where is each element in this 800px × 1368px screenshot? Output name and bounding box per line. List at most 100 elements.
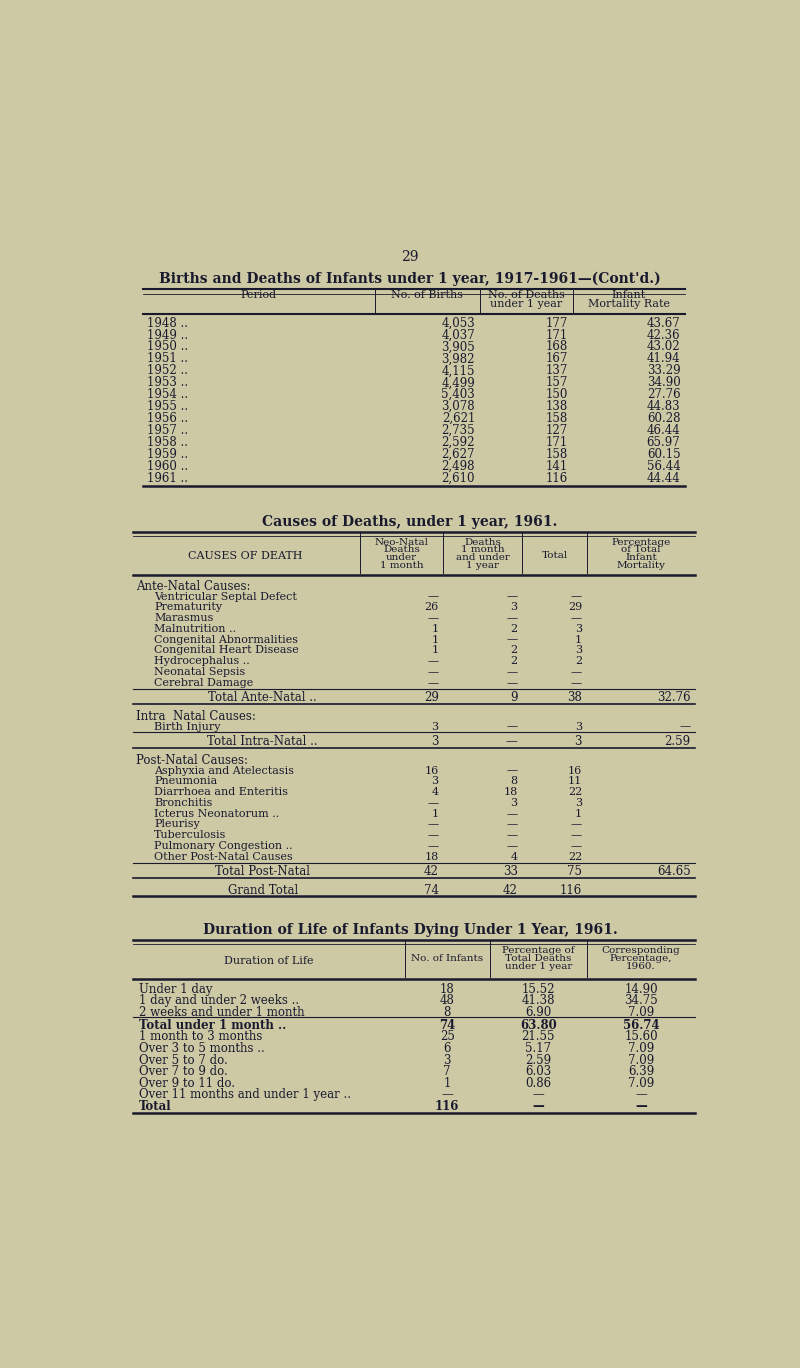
Text: Total Deaths: Total Deaths: [505, 955, 571, 963]
Text: Births and Deaths of Infants under 1 year, 1917-1961—(Cont'd.): Births and Deaths of Infants under 1 yea…: [159, 272, 661, 286]
Text: 63.80: 63.80: [520, 1019, 557, 1031]
Text: Duration of Life of Infants Dying Under 1 Year, 1961.: Duration of Life of Infants Dying Under …: [202, 923, 618, 937]
Text: 21.55: 21.55: [522, 1030, 555, 1044]
Text: Deaths: Deaths: [383, 546, 420, 554]
Text: 46.44: 46.44: [646, 424, 681, 436]
Text: 5.17: 5.17: [526, 1042, 551, 1055]
Text: 157: 157: [546, 376, 568, 390]
Text: 42.36: 42.36: [647, 328, 681, 342]
Text: 3: 3: [431, 722, 438, 732]
Text: 2,621: 2,621: [442, 412, 475, 425]
Text: Mortality: Mortality: [617, 561, 666, 569]
Text: —: —: [506, 668, 518, 677]
Text: 1952 ..: 1952 ..: [147, 364, 188, 378]
Text: Congenital Heart Disease: Congenital Heart Disease: [154, 646, 299, 655]
Text: 168: 168: [546, 341, 568, 353]
Text: 4,499: 4,499: [442, 376, 475, 390]
Text: 74: 74: [424, 884, 438, 897]
Text: —: —: [571, 677, 582, 688]
Text: Percentage: Percentage: [611, 538, 670, 547]
Text: 29: 29: [402, 250, 418, 264]
Text: —: —: [506, 766, 518, 776]
Text: 127: 127: [546, 424, 568, 436]
Text: 16: 16: [425, 766, 438, 776]
Text: 75: 75: [567, 865, 582, 878]
Text: 3: 3: [431, 776, 438, 787]
Text: —: —: [679, 722, 690, 732]
Text: Neo-Natal: Neo-Natal: [374, 538, 429, 547]
Text: 138: 138: [546, 401, 568, 413]
Text: Pulmonary Congestion ..: Pulmonary Congestion ..: [154, 841, 293, 851]
Text: —: —: [571, 841, 582, 851]
Text: 18: 18: [503, 787, 518, 798]
Text: 1960.: 1960.: [626, 962, 656, 971]
Text: Period: Period: [241, 290, 277, 301]
Text: —: —: [532, 1088, 544, 1101]
Text: Over 9 to 11 do.: Over 9 to 11 do.: [138, 1077, 234, 1089]
Text: 2,592: 2,592: [442, 436, 475, 449]
Text: Under 1 day: Under 1 day: [138, 982, 212, 996]
Text: 1959 ..: 1959 ..: [147, 447, 189, 461]
Text: 177: 177: [546, 316, 568, 330]
Text: 1 month: 1 month: [380, 561, 423, 569]
Text: —: —: [427, 668, 438, 677]
Text: 64.65: 64.65: [657, 865, 690, 878]
Text: 2: 2: [575, 657, 582, 666]
Text: 26: 26: [425, 602, 438, 613]
Text: —: —: [635, 1088, 647, 1101]
Text: 1957 ..: 1957 ..: [147, 424, 189, 436]
Text: 1: 1: [575, 635, 582, 644]
Text: 7.09: 7.09: [628, 1077, 654, 1089]
Text: 3: 3: [443, 1053, 451, 1067]
Text: 48: 48: [440, 995, 454, 1007]
Text: —: —: [571, 613, 582, 622]
Text: 4,037: 4,037: [442, 328, 475, 342]
Text: 33.29: 33.29: [647, 364, 681, 378]
Text: —: —: [506, 841, 518, 851]
Text: —: —: [427, 613, 438, 622]
Text: 16: 16: [568, 766, 582, 776]
Text: 1958 ..: 1958 ..: [147, 436, 188, 449]
Text: —: —: [506, 591, 518, 602]
Text: of Total: of Total: [622, 546, 661, 554]
Text: 171: 171: [546, 328, 568, 342]
Text: 7.09: 7.09: [628, 1053, 654, 1067]
Text: 6.03: 6.03: [525, 1066, 551, 1078]
Text: 1: 1: [431, 808, 438, 818]
Text: 2: 2: [510, 646, 518, 655]
Text: Infant: Infant: [612, 290, 646, 301]
Text: 116: 116: [560, 884, 582, 897]
Text: —: —: [442, 1088, 453, 1101]
Text: Over 7 to 9 do.: Over 7 to 9 do.: [138, 1066, 227, 1078]
Text: 29: 29: [424, 691, 438, 705]
Text: 158: 158: [546, 412, 568, 425]
Text: —: —: [532, 1100, 544, 1112]
Text: 60.15: 60.15: [647, 447, 681, 461]
Text: 1 month: 1 month: [461, 546, 505, 554]
Text: Icterus Neonatorum ..: Icterus Neonatorum ..: [154, 808, 279, 818]
Text: 38: 38: [567, 691, 582, 705]
Text: 1949 ..: 1949 ..: [147, 328, 189, 342]
Text: 15.60: 15.60: [624, 1030, 658, 1044]
Text: Pleurisy: Pleurisy: [154, 819, 200, 829]
Text: 1955 ..: 1955 ..: [147, 401, 189, 413]
Text: 141: 141: [546, 460, 568, 473]
Text: under 1 year: under 1 year: [490, 300, 562, 309]
Text: 7.09: 7.09: [628, 1042, 654, 1055]
Text: 56.74: 56.74: [622, 1019, 659, 1031]
Text: 43.67: 43.67: [646, 316, 681, 330]
Text: 60.28: 60.28: [647, 412, 681, 425]
Text: 33: 33: [502, 865, 518, 878]
Text: —: —: [506, 677, 518, 688]
Text: 137: 137: [546, 364, 568, 378]
Text: 7.09: 7.09: [628, 1005, 654, 1019]
Text: Marasmus: Marasmus: [154, 613, 214, 622]
Text: —: —: [635, 1100, 647, 1112]
Text: Causes of Deaths, under 1 year, 1961.: Causes of Deaths, under 1 year, 1961.: [262, 516, 558, 529]
Text: 2.59: 2.59: [526, 1053, 551, 1067]
Text: —: —: [571, 830, 582, 840]
Text: —: —: [427, 830, 438, 840]
Text: 3: 3: [510, 602, 518, 613]
Text: 14.90: 14.90: [624, 982, 658, 996]
Text: 2,735: 2,735: [442, 424, 475, 436]
